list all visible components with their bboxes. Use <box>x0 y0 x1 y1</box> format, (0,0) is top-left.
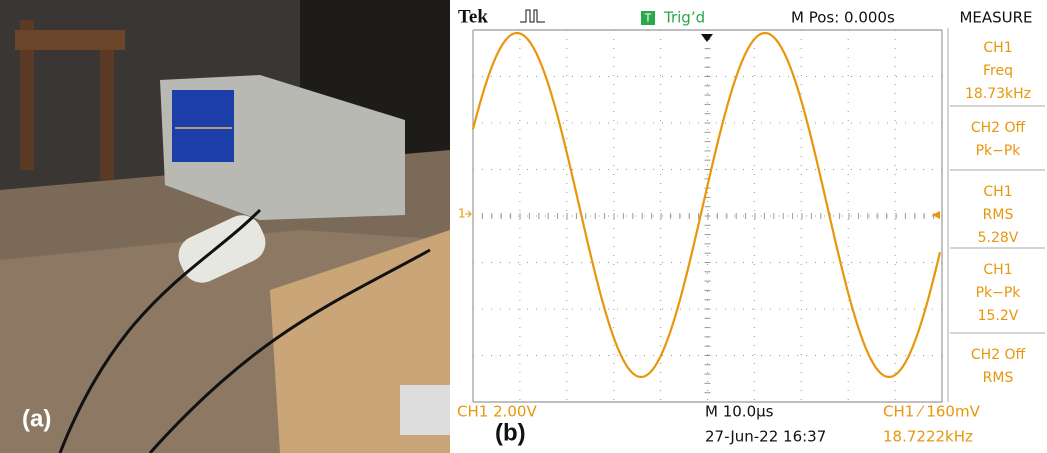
measurement-text: CH2 Off <box>971 120 1026 136</box>
trigger-frequency: 18.7222kHz <box>883 428 973 446</box>
position: M Pos: 0.000s <box>791 9 895 27</box>
measurement-text: Freq <box>983 63 1013 79</box>
measurement-text: 15.2V <box>978 308 1019 324</box>
measurement-text: Pk−Pk <box>976 143 1022 159</box>
measurement-text: RMS <box>983 207 1014 223</box>
measurement-text: 18.73kHz <box>965 86 1031 102</box>
meter <box>400 385 450 435</box>
ch1-marker: 1 <box>458 207 466 221</box>
panel-label: (b) <box>495 419 526 446</box>
measurement-text: Pk−Pk <box>976 285 1022 301</box>
datetime: 27-Jun-22 16:37 <box>705 428 826 446</box>
figure: (a) Tek T Trig’d M Pos: 0.000s MEASURE 1… <box>0 0 1047 453</box>
measurement-text: RMS <box>983 370 1014 386</box>
brand: Tek <box>458 6 488 27</box>
trigger-badge: T <box>644 12 652 25</box>
oscilloscope-screen <box>172 90 234 162</box>
measurement-text: CH1 <box>983 184 1012 200</box>
photo: (a) <box>0 0 450 453</box>
trigger-level: CH1 ⁄ 160mV <box>883 403 981 421</box>
measurement-text: CH1 <box>983 40 1012 56</box>
trigger-status: Trig’d <box>663 9 705 27</box>
panel-label: (a) <box>22 405 51 432</box>
measurement-text: CH2 Off <box>971 347 1026 363</box>
measurement-text: 5.28V <box>978 230 1019 246</box>
ch1-scale: CH1 2.00V <box>457 403 537 421</box>
measurement-text: CH1 <box>983 262 1012 278</box>
timebase: M 10.0µs <box>705 403 774 421</box>
menu-title: MEASURE <box>959 9 1032 27</box>
stool-leg <box>100 40 114 180</box>
stool-seat <box>15 30 125 50</box>
